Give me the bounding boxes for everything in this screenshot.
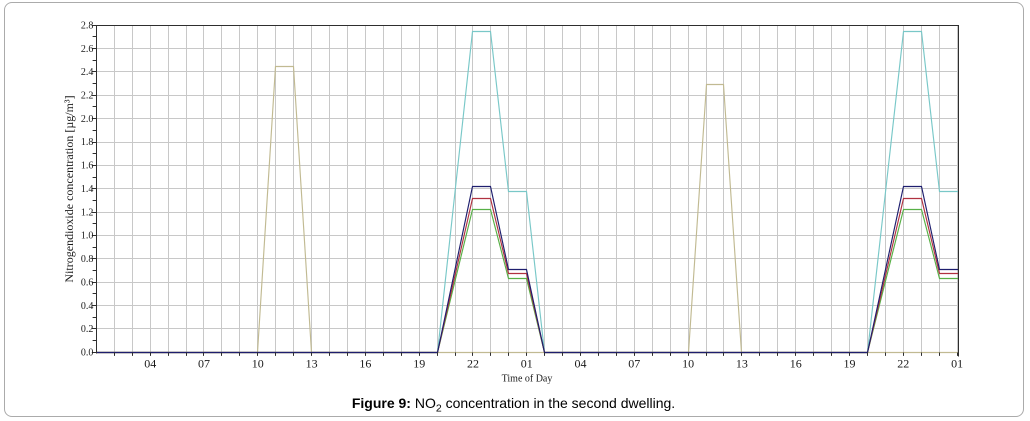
svg-text:Nitrogendioxide concentration: Nitrogendioxide concentration [µg/m³] xyxy=(62,95,76,282)
svg-text:22: 22 xyxy=(467,357,479,371)
svg-text:0.8: 0.8 xyxy=(81,254,94,265)
svg-text:1.0: 1.0 xyxy=(81,231,94,242)
svg-text:19: 19 xyxy=(844,357,856,371)
svg-text:07: 07 xyxy=(628,357,640,371)
svg-text:10: 10 xyxy=(682,357,694,371)
svg-text:2.2: 2.2 xyxy=(81,91,94,102)
svg-text:1.6: 1.6 xyxy=(81,161,94,172)
svg-text:04: 04 xyxy=(144,357,156,371)
svg-text:22: 22 xyxy=(897,357,909,371)
svg-text:1.4: 1.4 xyxy=(81,184,94,195)
svg-text:0.2: 0.2 xyxy=(81,324,94,335)
svg-text:16: 16 xyxy=(359,357,371,371)
svg-text:2.8: 2.8 xyxy=(81,20,94,31)
svg-text:1.2: 1.2 xyxy=(81,207,94,218)
svg-text:19: 19 xyxy=(413,357,425,371)
svg-text:16: 16 xyxy=(790,357,802,371)
svg-text:0.0: 0.0 xyxy=(81,348,94,359)
svg-text:13: 13 xyxy=(306,357,318,371)
svg-text:07: 07 xyxy=(198,357,210,371)
svg-text:0.6: 0.6 xyxy=(81,277,94,288)
svg-text:13: 13 xyxy=(736,357,748,371)
svg-text:2.6: 2.6 xyxy=(81,44,94,55)
svg-text:01: 01 xyxy=(951,357,963,371)
svg-text:Time of Day: Time of Day xyxy=(502,374,553,385)
svg-text:04: 04 xyxy=(575,357,587,371)
svg-text:10: 10 xyxy=(252,357,264,371)
svg-text:01: 01 xyxy=(521,357,533,371)
svg-text:2.4: 2.4 xyxy=(81,67,94,78)
svg-text:2.0: 2.0 xyxy=(81,114,94,125)
svg-text:0.4: 0.4 xyxy=(81,301,94,312)
svg-text:1.8: 1.8 xyxy=(81,137,94,148)
